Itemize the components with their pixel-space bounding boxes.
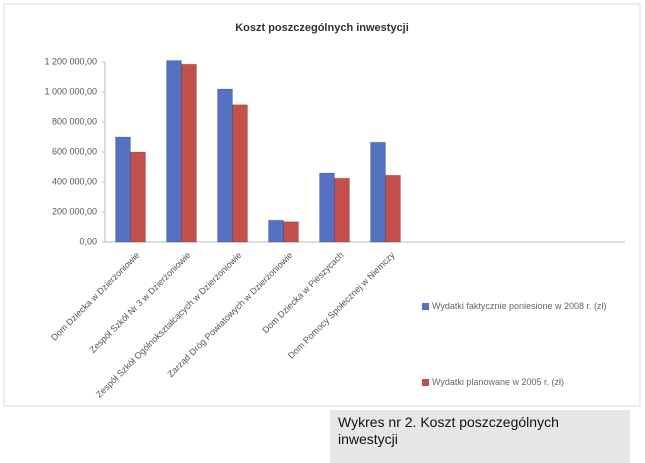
- legend-label: Wydatki planowane w 2005 r. (zł): [432, 377, 564, 387]
- legend-item: Wydatki planowane w 2005 r. (zł): [432, 377, 564, 387]
- legend-swatch: [422, 303, 429, 310]
- y-tick-label: 600 000,00: [52, 146, 97, 156]
- y-tick-label: 1 200 000,00: [44, 56, 97, 66]
- y-tick-label: 0,00: [79, 236, 97, 246]
- legend-swatch: [422, 379, 429, 386]
- bar: [115, 136, 131, 243]
- caption: Wykres nr 2. Koszt poszczególnych inwest…: [330, 410, 630, 463]
- bar: [181, 63, 197, 243]
- bar: [130, 151, 146, 243]
- bar: [385, 174, 401, 243]
- chart: Koszt poszczególnych inwestycji 0,00 200 …: [3, 3, 641, 407]
- bar: [232, 104, 248, 243]
- y-tick-label: 800 000,00: [52, 116, 97, 126]
- bar: [283, 221, 299, 243]
- legend-label: Wydatki faktycznie poniesione w 2008 r. …: [432, 301, 607, 311]
- bar: [166, 60, 182, 243]
- bar: [370, 141, 386, 243]
- bar: [268, 219, 284, 243]
- bar: [217, 88, 233, 243]
- chart-title: Koszt poszczególnych inwestycji: [235, 22, 409, 34]
- legend-item: Wydatki faktycznie poniesione w 2008 r. …: [432, 301, 607, 311]
- y-tick-label: 200 000,00: [52, 206, 97, 216]
- bar: [319, 172, 335, 243]
- bar: [334, 177, 350, 243]
- y-tick-label: 400 000,00: [52, 176, 97, 186]
- y-tick-label: 1 000 000,00: [44, 86, 97, 96]
